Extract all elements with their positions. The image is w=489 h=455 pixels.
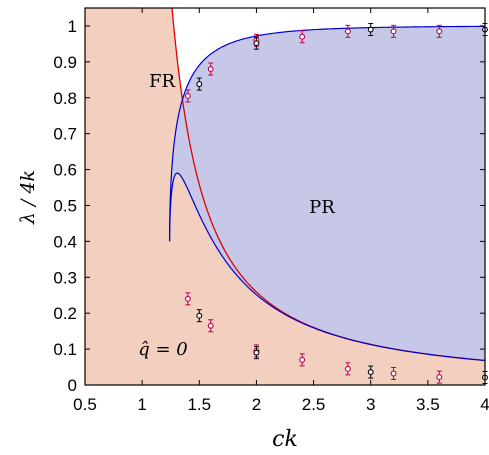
data-point-magenta-7 [184,292,191,306]
region-label-qhat: q̂ = 0 [138,339,188,360]
data-point-magenta-4 [344,24,351,38]
x-tick-label: 3 [366,395,375,414]
data-point-black-2 [367,23,374,37]
y-tick-label: 1 [68,17,77,36]
blue-boundary-lower [168,172,485,362]
region-fills [85,8,485,385]
data-point-black-4 [196,309,203,323]
y-tick-label: 0.5 [53,196,77,215]
axis-ticks: 0.5 1 1.5 2 2.5 3 3.5 4 0 0.1 0.2 0.3 0.4 0.5 0.6 0.7 0.… [53,8,489,414]
region-label-pr: PR [309,197,335,218]
x-tick-label: 2.5 [302,395,326,414]
x-tick-label: 4 [480,395,489,414]
y-axis-title-text: λ / 4k [17,170,39,225]
y-tick-label: 0.9 [53,53,77,72]
boundary-curves [168,8,485,362]
data-point-black-1 [253,36,260,50]
x-tick-label: 2 [252,395,261,414]
x-tick-label: 1 [137,395,146,414]
y-tick-label: 0.6 [53,161,77,180]
data-point-black-6 [367,365,374,379]
region-label-fr: FR [149,71,175,92]
data-point-black-0 [196,77,203,91]
data-point-magenta-5 [390,24,397,38]
data-point-magenta-13 [436,370,443,384]
y-tick-label: 0.3 [53,268,77,287]
y-tick-label: 0.7 [53,125,77,144]
y-tick-label: 0.8 [53,89,77,108]
data-point-magenta-6 [436,24,443,38]
blue-boundary-upper [168,25,485,242]
data-point-magenta-3 [299,30,306,44]
x-tick-label: 3.5 [416,395,440,414]
data-point-magenta-1 [207,62,214,76]
pr-region-fill [169,26,485,361]
data-point-magenta-8 [207,319,214,333]
y-tick-label: 0.1 [53,340,77,359]
y-tick-label: 0.2 [53,304,77,323]
plot-frame [84,7,486,386]
y-axis-title: λ / 4k [17,170,39,225]
x-tick-label: 1.5 [187,395,211,414]
data-point-magenta-12 [390,367,397,381]
data-points [184,23,488,384]
x-tick-label: 0.5 [73,395,97,414]
y-tick-label: 0 [68,376,77,395]
fr-region-fill [85,8,485,385]
data-point-magenta-11 [344,362,351,376]
data-point-black-5 [253,346,260,360]
data-point-magenta-0 [184,89,191,103]
data-point-magenta-10 [299,353,306,367]
y-tick-label: 0.4 [53,232,77,251]
x-axis-title: ck [272,427,298,452]
